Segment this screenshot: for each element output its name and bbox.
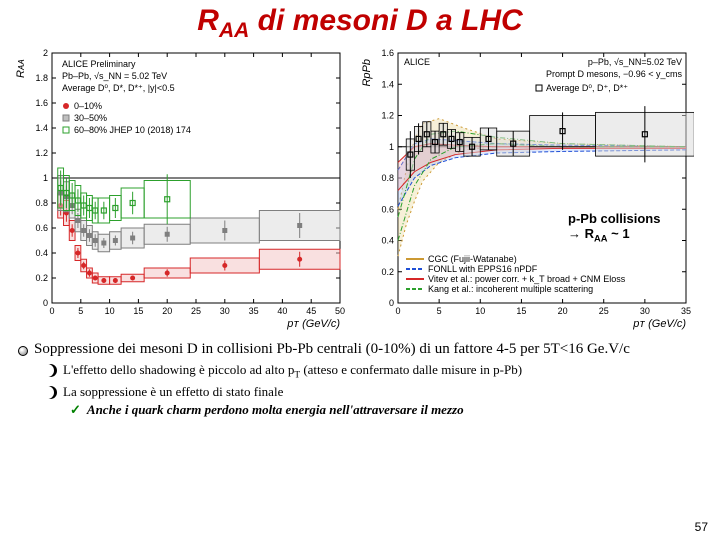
svg-text:Prompt D mesons, −0.96 < y_cms: Prompt D mesons, −0.96 < y_cms xyxy=(546,69,683,79)
svg-text:0: 0 xyxy=(395,306,400,316)
svg-text:FONLL with EPPS16 nPDF: FONLL with EPPS16 nPDF xyxy=(428,264,538,274)
svg-text:ALICE Preliminary: ALICE Preliminary xyxy=(62,59,136,69)
title-sub: AA xyxy=(219,19,249,42)
svg-text:35: 35 xyxy=(249,306,259,316)
svg-text:15: 15 xyxy=(133,306,143,316)
svg-text:pᴛ (GeV/c): pᴛ (GeV/c) xyxy=(632,318,686,330)
page-number: 57 xyxy=(695,520,708,534)
left-chart: 0 5 10 15 20 25 30 35 40 45 50 0 0.2 0.4 0.6 0.8 1 1.2 1.4… xyxy=(8,45,348,335)
bullet-check-text: Anche i quark charm perdono molta energi… xyxy=(87,402,464,418)
bullet-check: ✓ Anche i quark charm perdono molta ener… xyxy=(18,400,702,418)
svg-text:1.2: 1.2 xyxy=(35,148,48,158)
bullet-dot-icon xyxy=(18,346,28,356)
svg-text:0–10%: 0–10% xyxy=(74,101,102,111)
svg-text:1: 1 xyxy=(389,142,394,152)
svg-text:60–80% JHEP 10 (2018) 174: 60–80% JHEP 10 (2018) 174 xyxy=(74,125,191,135)
svg-text:0.6: 0.6 xyxy=(381,204,394,214)
svg-text:40: 40 xyxy=(277,306,287,316)
svg-text:0.8: 0.8 xyxy=(35,198,48,208)
svg-text:25: 25 xyxy=(191,306,201,316)
svg-text:10: 10 xyxy=(475,306,485,316)
svg-text:0.4: 0.4 xyxy=(35,248,48,258)
moon-icon xyxy=(44,364,57,377)
svg-text:25: 25 xyxy=(599,306,609,316)
svg-text:Average D⁰, D⁺, D*⁺: Average D⁰, D⁺, D*⁺ xyxy=(546,83,628,93)
svg-text:p–Pb, √s_NN=5.02 TeV: p–Pb, √s_NN=5.02 TeV xyxy=(588,57,682,67)
svg-text:Rᴀᴀ: Rᴀᴀ xyxy=(15,59,27,78)
svg-text:20: 20 xyxy=(162,306,172,316)
charts-row: 0510152025303540455000.20.40.60.811.21.4… xyxy=(0,43,720,337)
svg-text:50: 50 xyxy=(335,306,345,316)
svg-text:Average D⁰, D*, D*⁺, |y|<0.5: Average D⁰, D*, D*⁺, |y|<0.5 xyxy=(62,83,175,93)
svg-text:1.8: 1.8 xyxy=(35,73,48,83)
svg-text:1.4: 1.4 xyxy=(381,79,394,89)
bullet-sub-b-text: La soppressione è un effetto di stato fi… xyxy=(63,384,283,400)
slide-title: RAA di mesoni D a LHC xyxy=(0,0,720,43)
svg-text:30: 30 xyxy=(220,306,230,316)
svg-text:pᴛ (GeV/c): pᴛ (GeV/c) xyxy=(286,318,340,330)
svg-text:15: 15 xyxy=(516,306,526,316)
svg-text:CGC (Fujii-Watanabe): CGC (Fujii-Watanabe) xyxy=(428,254,517,264)
svg-text:0.6: 0.6 xyxy=(35,223,48,233)
bullet-main-text: Soppressione dei mesoni D in collisioni … xyxy=(34,341,630,358)
svg-text:30–50%: 30–50% xyxy=(74,113,107,123)
svg-text:20: 20 xyxy=(558,306,568,316)
check-icon: ✓ xyxy=(70,402,81,418)
svg-text:ALICE: ALICE xyxy=(404,57,430,67)
title-rest: di mesoni D a LHC xyxy=(249,4,522,37)
moon-icon xyxy=(44,386,57,399)
svg-text:Vitev et al.: power corr. + k_: Vitev et al.: power corr. + k_T broad + … xyxy=(428,274,626,284)
svg-text:1.2: 1.2 xyxy=(381,111,394,121)
bullet-sub-a: L'effetto dello shadowing è piccolo ad a… xyxy=(18,360,702,382)
svg-text:5: 5 xyxy=(437,306,442,316)
svg-text:0.8: 0.8 xyxy=(381,173,394,183)
svg-text:Kang et al.: incoherent multip: Kang et al.: incoherent multiple scatter… xyxy=(428,284,593,294)
svg-text:0.2: 0.2 xyxy=(35,273,48,283)
svg-text:0: 0 xyxy=(49,306,54,316)
svg-text:2: 2 xyxy=(43,48,48,58)
svg-text:1.6: 1.6 xyxy=(381,48,394,58)
title-prefix: R xyxy=(197,4,219,37)
svg-text:Pb–Pb, √s_NN = 5.02 TeV: Pb–Pb, √s_NN = 5.02 TeV xyxy=(62,71,167,81)
annotation-ppb: p-Pb collisions→ RAA ~ 1 xyxy=(568,212,660,244)
bullets-block: Soppressione dei mesoni D in collisioni … xyxy=(0,337,720,418)
svg-text:0.2: 0.2 xyxy=(381,267,394,277)
bullet-sub-b: La soppressione è un effetto di stato fi… xyxy=(18,382,702,400)
svg-text:RpPb: RpPb xyxy=(361,59,373,87)
right-chart: 0 5 10 15 20 25 30 35 0 0.2 0.4 0.6 0.8 1 1.2 1.4 1.6 pᴛ … xyxy=(354,45,694,335)
svg-text:1.6: 1.6 xyxy=(35,98,48,108)
svg-text:30: 30 xyxy=(640,306,650,316)
svg-text:45: 45 xyxy=(306,306,316,316)
svg-text:5: 5 xyxy=(78,306,83,316)
svg-text:0: 0 xyxy=(389,298,394,308)
svg-text:0.4: 0.4 xyxy=(381,236,394,246)
bullet-main: Soppressione dei mesoni D in collisioni … xyxy=(18,341,702,360)
svg-text:35: 35 xyxy=(681,306,691,316)
svg-text:1.4: 1.4 xyxy=(35,123,48,133)
svg-text:0: 0 xyxy=(43,298,48,308)
bullet-sub-a-text: L'effetto dello shadowing è piccolo ad a… xyxy=(63,362,522,382)
svg-text:10: 10 xyxy=(105,306,115,316)
svg-text:1: 1 xyxy=(43,173,48,183)
